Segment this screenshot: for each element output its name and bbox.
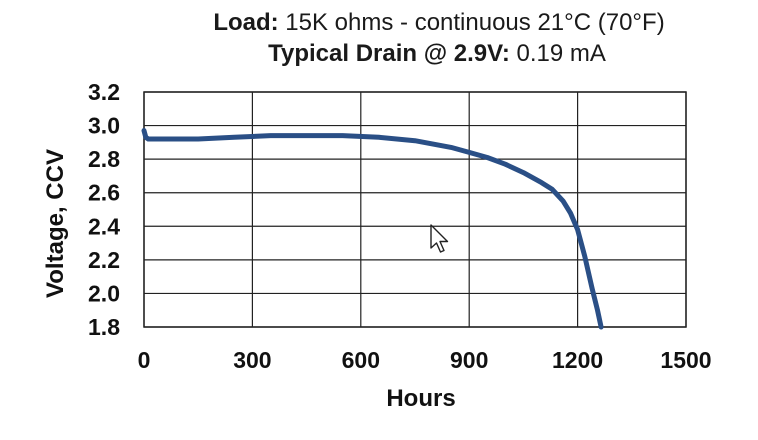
y-tick-label: 3.0 xyxy=(88,113,120,139)
y-tick-label: 2.0 xyxy=(88,280,120,306)
y-tick-label: 2.4 xyxy=(88,213,120,239)
y-axis-label: Voltage, CCV xyxy=(42,149,69,298)
x-tick-label: 600 xyxy=(342,347,380,373)
y-tick-label: 2.2 xyxy=(88,247,120,273)
x-tick-label: 300 xyxy=(233,347,271,373)
y-tick-label: 1.8 xyxy=(88,314,120,340)
y-tick-label: 2.8 xyxy=(88,146,120,172)
x-tick-label: 0 xyxy=(138,347,151,373)
series-line xyxy=(141,128,604,330)
x-tick-label: 1500 xyxy=(660,347,711,373)
chart-title-line-2: Typical Drain @ 2.9V: 0.19 mA xyxy=(268,40,606,67)
x-axis-label: Hours xyxy=(386,385,455,412)
x-tick-label: 900 xyxy=(450,347,488,373)
chart-title-line-1: Load: 15K ohms - continuous 21°C (70°F) xyxy=(213,9,665,36)
x-tick-label: 1200 xyxy=(552,347,603,373)
plot-area xyxy=(143,91,687,328)
mouse-pointer-icon xyxy=(430,224,449,253)
y-tick-label: 3.2 xyxy=(88,79,120,105)
y-tick-label: 2.6 xyxy=(88,180,120,206)
